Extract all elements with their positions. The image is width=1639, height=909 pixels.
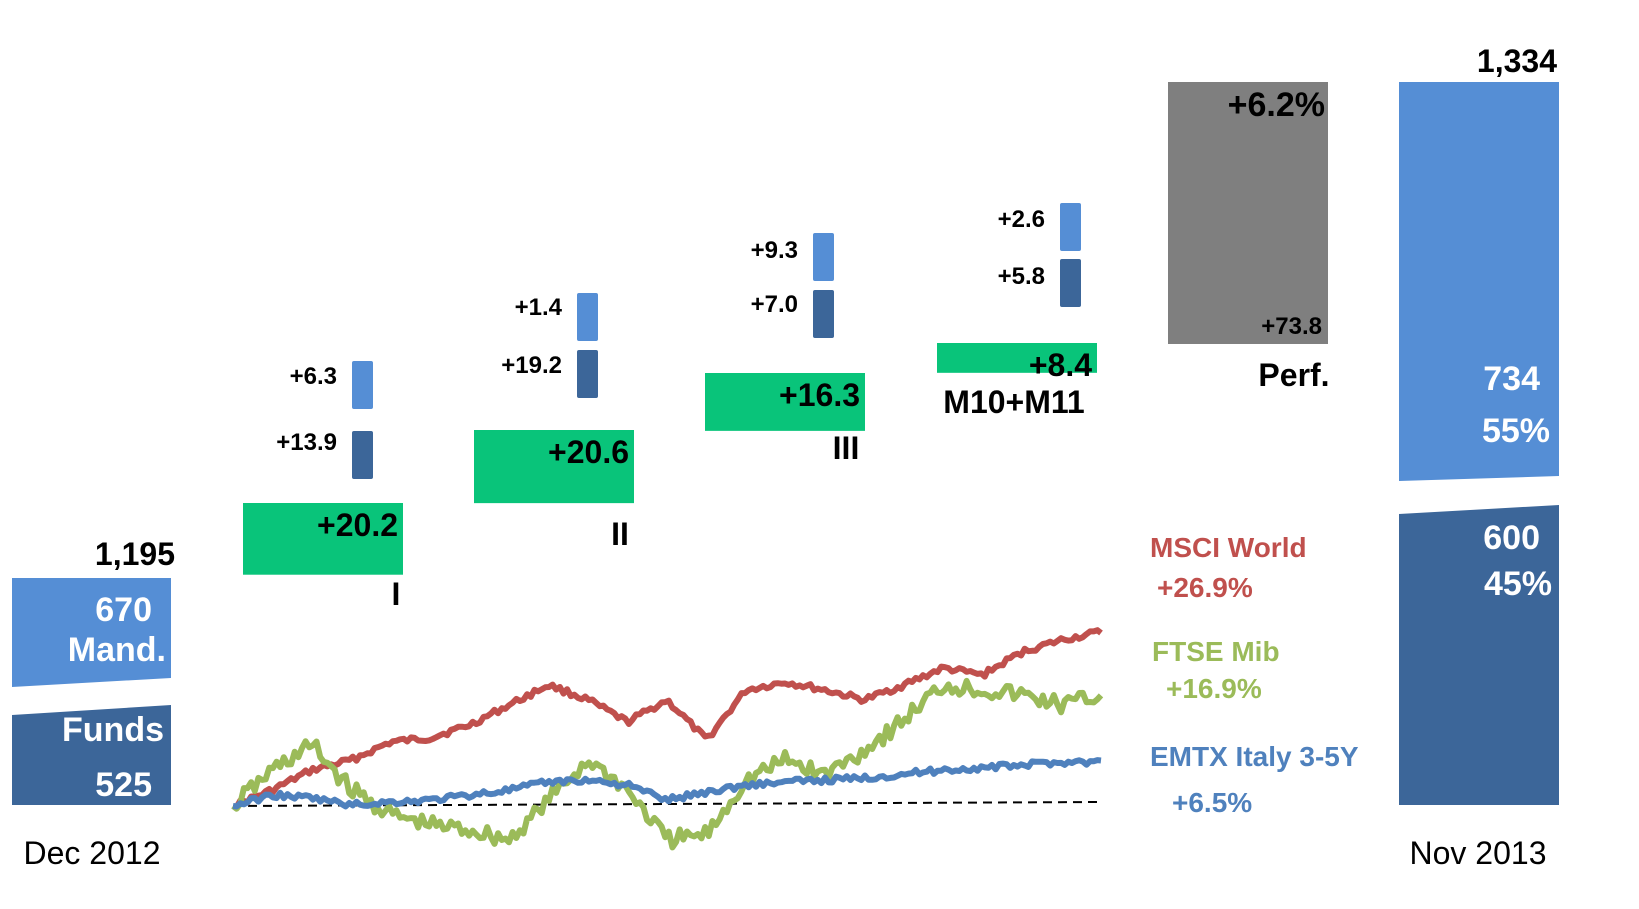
step-net-flow-bar xyxy=(474,430,634,504)
step-period-label: M10+M11 xyxy=(943,384,1084,420)
step-mandates-label: +2.6 xyxy=(998,206,1045,233)
index-name-label: MSCI World xyxy=(1150,532,1307,563)
step-net-flow-label: +8.4 xyxy=(1029,347,1092,383)
end-funds-bar xyxy=(1399,505,1559,805)
step-funds-label: +19.2 xyxy=(501,352,562,379)
step-funds-label: +13.9 xyxy=(276,429,337,456)
step-mandates-label: +9.3 xyxy=(751,237,798,264)
step-mandates-bar xyxy=(813,233,834,281)
start-funds-label: Funds xyxy=(62,711,164,749)
step-net-flow-label: +16.3 xyxy=(779,377,860,413)
end-funds-value: 600 xyxy=(1483,519,1540,557)
step-period-label: I xyxy=(392,576,401,612)
start-mandates-value: 670 xyxy=(95,591,152,629)
step-mandates-bar xyxy=(1060,203,1081,251)
step-period-label: II xyxy=(611,516,629,552)
index-line-msci-world xyxy=(232,627,1103,810)
index-change-label: +6.5% xyxy=(1172,787,1252,818)
step-mandates-label: +1.4 xyxy=(515,294,563,321)
end-mandates-bar xyxy=(1399,82,1559,481)
step-period-label: III xyxy=(833,430,860,466)
index-line-emtx-italy-3-5y xyxy=(232,757,1102,810)
end-total-label: 1,334 xyxy=(1477,43,1557,79)
index-name-label: EMTX Italy 3-5Y xyxy=(1150,741,1359,772)
step-net-flow-bar xyxy=(243,503,403,575)
index-change-label: +16.9% xyxy=(1166,673,1262,704)
end-mandates-pct: 55% xyxy=(1482,412,1550,450)
performance-pct-label: +6.2% xyxy=(1228,86,1325,124)
step-funds-bar xyxy=(352,431,373,479)
step-net-flow-label: +20.2 xyxy=(317,507,398,543)
index-change-label: +26.9% xyxy=(1157,572,1253,603)
end-mandates-value: 734 xyxy=(1483,360,1540,398)
start-funds-bar xyxy=(12,705,171,805)
step-net-flow-bar xyxy=(705,373,865,431)
step-net-flow-label: +20.6 xyxy=(548,434,629,470)
index-name-label: FTSE Mib xyxy=(1152,636,1280,667)
step-funds-bar xyxy=(577,350,598,398)
start-mandates-label: Mand. xyxy=(68,631,166,669)
step-funds-bar xyxy=(1060,259,1081,307)
performance-value-label: +73.8 xyxy=(1261,313,1322,340)
baseline-dashed-line xyxy=(232,801,1102,807)
step-funds-label: +7.0 xyxy=(751,291,798,318)
performance-bar xyxy=(1168,82,1328,344)
step-net-flow-bar xyxy=(937,343,1097,373)
step-mandates-bar xyxy=(577,293,598,341)
index-line-ftse-mib xyxy=(231,677,1104,851)
step-funds-bar xyxy=(813,290,834,338)
end-period-label: Nov 2013 xyxy=(1410,835,1547,871)
start-period-label: Dec 2012 xyxy=(24,835,161,871)
end-funds-pct: 45% xyxy=(1484,565,1552,603)
performance-label: Perf. xyxy=(1258,357,1329,393)
step-funds-label: +5.8 xyxy=(998,263,1045,290)
start-mandates-bar xyxy=(12,578,171,687)
start-total-label: 1,195 xyxy=(95,536,175,572)
start-funds-value: 525 xyxy=(95,766,152,804)
step-mandates-bar xyxy=(352,361,373,409)
step-mandates-label: +6.3 xyxy=(290,363,337,390)
